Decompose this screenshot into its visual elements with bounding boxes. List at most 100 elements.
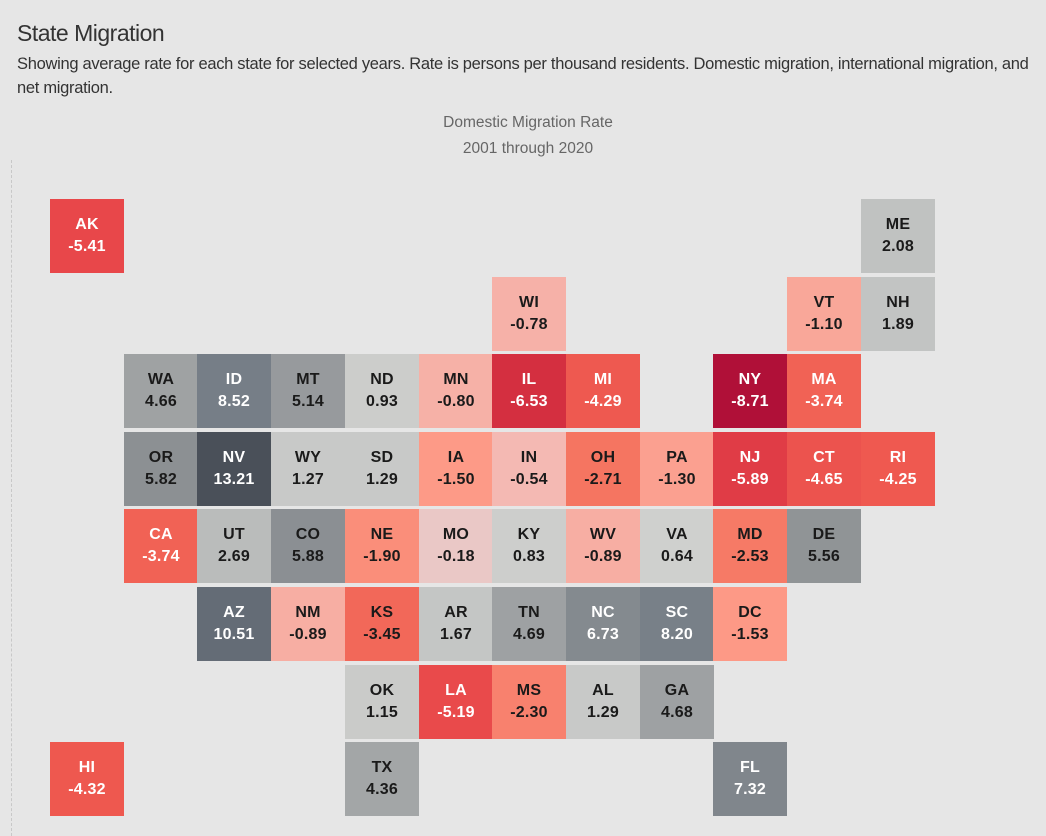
state-value: -4.65 — [805, 471, 843, 488]
state-tile-id[interactable]: ID 8.52 — [197, 354, 271, 428]
state-tile-ak[interactable]: AK -5.41 — [50, 199, 124, 273]
state-value: -0.54 — [510, 471, 548, 488]
state-label: GA — [664, 682, 690, 699]
state-label: MD — [737, 526, 763, 543]
state-tile-nv[interactable]: NV 13.21 — [197, 432, 271, 506]
state-label: CT — [813, 449, 835, 466]
state-value: 2.08 — [882, 238, 914, 255]
state-tile-mi[interactable]: MI -4.29 — [566, 354, 640, 428]
state-value: -5.41 — [68, 238, 106, 255]
state-label: TN — [518, 604, 540, 621]
state-tile-hi[interactable]: HI -4.32 — [50, 742, 124, 816]
state-value: 0.93 — [366, 393, 398, 410]
state-tile-ms[interactable]: MS -2.30 — [492, 665, 566, 739]
state-tile-ia[interactable]: IA -1.50 — [419, 432, 493, 506]
state-tile-tx[interactable]: TX 4.36 — [345, 742, 419, 816]
state-label: KS — [370, 604, 394, 621]
state-label: WV — [589, 526, 617, 543]
state-label: HI — [78, 759, 96, 776]
state-value: -0.78 — [510, 316, 548, 333]
state-tile-nd[interactable]: ND 0.93 — [345, 354, 419, 428]
state-tile-ma[interactable]: MA -3.74 — [787, 354, 861, 428]
state-value: -3.45 — [363, 626, 401, 643]
state-tile-mo[interactable]: MO -0.18 — [419, 509, 493, 583]
state-value: -4.29 — [584, 393, 622, 410]
state-value: 1.89 — [882, 316, 914, 333]
state-tile-mn[interactable]: MN -0.80 — [419, 354, 493, 428]
state-tile-ky[interactable]: KY 0.83 — [492, 509, 566, 583]
divider — [11, 160, 12, 836]
state-tile-de[interactable]: DE 5.56 — [787, 509, 861, 583]
state-tile-wy[interactable]: WY 1.27 — [271, 432, 345, 506]
state-value: 4.68 — [661, 704, 693, 721]
state-value: 8.20 — [661, 626, 693, 643]
state-label: RI — [889, 449, 907, 466]
state-tile-tn[interactable]: TN 4.69 — [492, 587, 566, 661]
state-label: OH — [590, 449, 616, 466]
state-label: ME — [885, 216, 911, 233]
state-tile-ks[interactable]: KS -3.45 — [345, 587, 419, 661]
state-value: -2.30 — [510, 704, 548, 721]
page-subtitle: Showing average rate for each state for … — [17, 55, 1029, 97]
state-value: 1.29 — [587, 704, 619, 721]
state-tile-md[interactable]: MD -2.53 — [713, 509, 787, 583]
state-tile-sd[interactable]: SD 1.29 — [345, 432, 419, 506]
state-tile-ok[interactable]: OK 1.15 — [345, 665, 419, 739]
state-value: -4.25 — [879, 471, 917, 488]
state-label: FL — [740, 759, 760, 776]
state-value: -0.80 — [437, 393, 475, 410]
state-label: TX — [371, 759, 393, 776]
state-tile-oh[interactable]: OH -2.71 — [566, 432, 640, 506]
state-label: KY — [517, 526, 541, 543]
page-title: State Migration — [17, 20, 165, 46]
state-value: 1.15 — [366, 704, 398, 721]
state-label: WI — [519, 294, 539, 311]
state-label: AK — [75, 216, 99, 233]
state-tile-sc[interactable]: SC 8.20 — [640, 587, 714, 661]
state-tile-ri[interactable]: RI -4.25 — [861, 432, 935, 506]
state-label: AZ — [223, 604, 245, 621]
state-label: PA — [666, 449, 688, 466]
state-tile-la[interactable]: LA -5.19 — [419, 665, 493, 739]
state-value: -1.30 — [658, 471, 696, 488]
state-tile-in[interactable]: IN -0.54 — [492, 432, 566, 506]
state-tile-wa[interactable]: WA 4.66 — [124, 354, 198, 428]
state-tile-wi[interactable]: WI -0.78 — [492, 277, 566, 351]
state-label: ID — [225, 371, 243, 388]
state-tile-co[interactable]: CO 5.88 — [271, 509, 345, 583]
state-tile-ne[interactable]: NE -1.90 — [345, 509, 419, 583]
state-label: OR — [148, 449, 174, 466]
state-value: -4.32 — [68, 781, 106, 798]
state-tile-ar[interactable]: AR 1.67 — [419, 587, 493, 661]
state-value: 1.27 — [292, 471, 324, 488]
state-tile-il[interactable]: IL -6.53 — [492, 354, 566, 428]
state-tile-or[interactable]: OR 5.82 — [124, 432, 198, 506]
state-tile-va[interactable]: VA 0.64 — [640, 509, 714, 583]
state-tile-me[interactable]: ME 2.08 — [861, 199, 935, 273]
state-tile-ny[interactable]: NY -8.71 — [713, 354, 787, 428]
state-tile-dc[interactable]: DC -1.53 — [713, 587, 787, 661]
state-tile-wv[interactable]: WV -0.89 — [566, 509, 640, 583]
state-label: IA — [447, 449, 465, 466]
chart-subtitle: 2001 through 2020 — [462, 140, 594, 157]
state-tile-ut[interactable]: UT 2.69 — [197, 509, 271, 583]
state-tile-fl[interactable]: FL 7.32 — [713, 742, 787, 816]
state-tile-az[interactable]: AZ 10.51 — [197, 587, 271, 661]
state-tile-al[interactable]: AL 1.29 — [566, 665, 640, 739]
state-tile-nm[interactable]: NM -0.89 — [271, 587, 345, 661]
state-tile-vt[interactable]: VT -1.10 — [787, 277, 861, 351]
state-tile-mt[interactable]: MT 5.14 — [271, 354, 345, 428]
state-tile-nj[interactable]: NJ -5.89 — [713, 432, 787, 506]
state-tile-ga[interactable]: GA 4.68 — [640, 665, 714, 739]
state-label: MS — [516, 682, 542, 699]
state-tile-ca[interactable]: CA -3.74 — [124, 509, 198, 583]
state-tile-nc[interactable]: NC 6.73 — [566, 587, 640, 661]
state-tile-nh[interactable]: NH 1.89 — [861, 277, 935, 351]
state-label: AL — [592, 682, 614, 699]
state-label: OK — [369, 682, 395, 699]
state-value: -0.18 — [437, 548, 475, 565]
state-tile-ct[interactable]: CT -4.65 — [787, 432, 861, 506]
state-label: MN — [443, 371, 469, 388]
state-tile-pa[interactable]: PA -1.30 — [640, 432, 714, 506]
state-value: 4.36 — [366, 781, 398, 798]
